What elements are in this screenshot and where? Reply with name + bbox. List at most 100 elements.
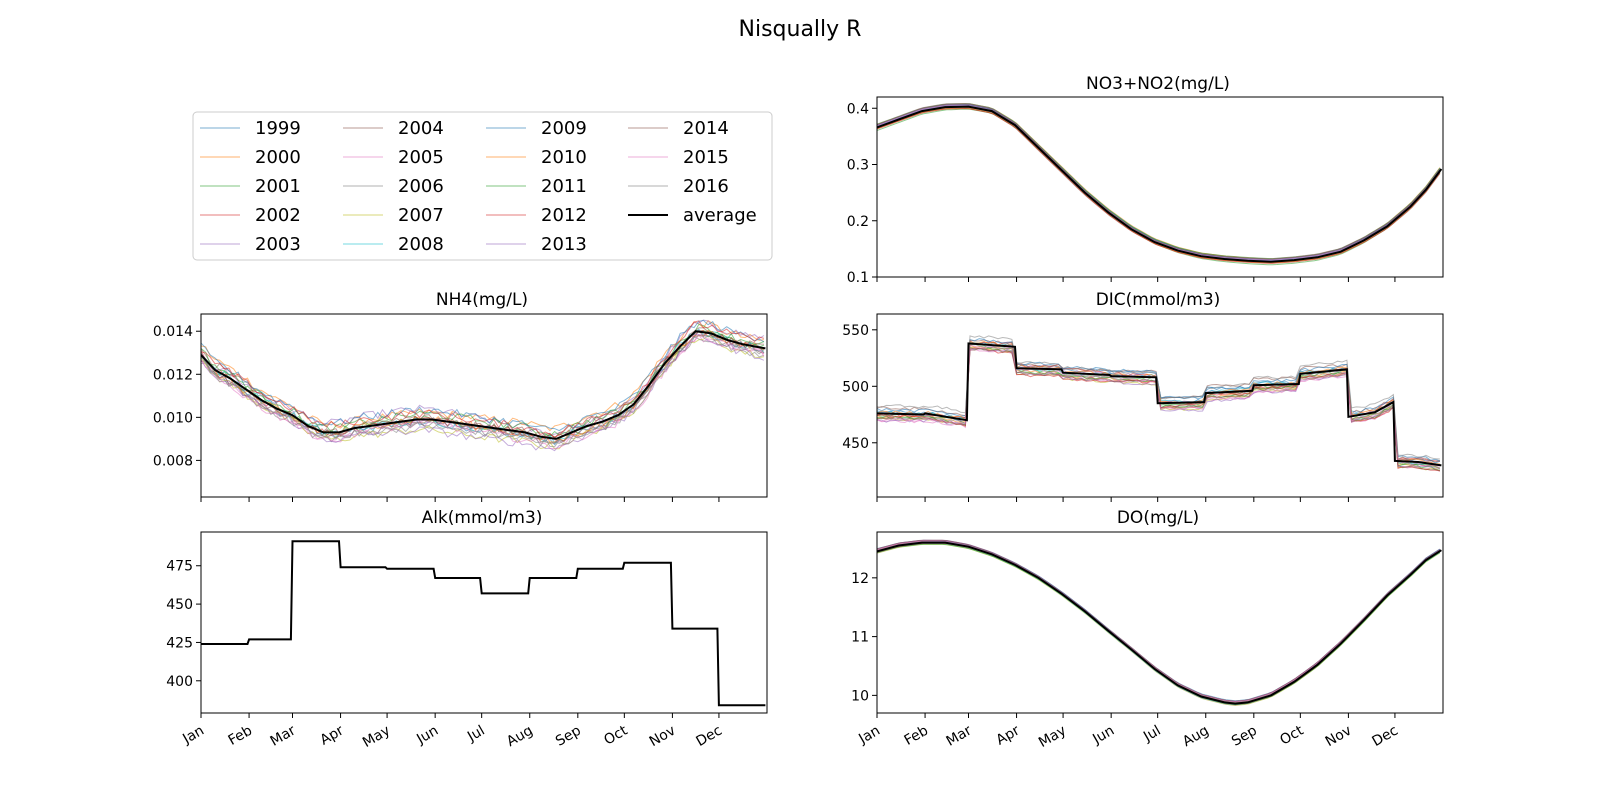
year-line-2005 xyxy=(877,543,1441,706)
year-line-2007 xyxy=(877,543,1441,706)
year-line-2012 xyxy=(877,542,1441,705)
legend-label: average xyxy=(683,205,757,226)
year-lines xyxy=(877,539,1441,706)
year-line-2000 xyxy=(877,542,1441,705)
figure-title: Nisqually R xyxy=(739,17,862,42)
year-line-2015 xyxy=(877,540,1441,703)
average-line xyxy=(877,541,1442,705)
axes-frame xyxy=(200,531,768,714)
y-tick-label: 0.1 xyxy=(847,270,869,286)
year-line-2013 xyxy=(877,347,1441,470)
year-line-2005 xyxy=(877,102,1441,260)
panel-title: DO(mg/L) xyxy=(1117,508,1199,528)
panel-title: Alk(mmol/m3) xyxy=(422,508,543,528)
legend-label: 2004 xyxy=(398,118,444,139)
legend-label: 2014 xyxy=(683,118,729,139)
x-tick-label: Mar xyxy=(944,722,975,749)
year-line-2014 xyxy=(877,103,1441,260)
legend-label: 2016 xyxy=(683,176,729,197)
year-line-2003 xyxy=(877,539,1441,702)
year-line-2001 xyxy=(877,542,1441,704)
legend-label: 2006 xyxy=(398,176,444,197)
year-line-2011 xyxy=(877,103,1441,260)
average-line xyxy=(201,540,766,707)
year-line-2006 xyxy=(877,343,1440,467)
legend-label: 2010 xyxy=(541,147,587,168)
x-tick-label: Sep xyxy=(1229,723,1260,750)
panel-no3-no2: NO3+NO2(mg/L) 0.1 0.2 0.3 0.4 xyxy=(847,74,1444,286)
year-line-2016 xyxy=(201,334,765,448)
year-line-2001 xyxy=(877,343,1441,469)
y-tick-label: 450 xyxy=(166,597,193,613)
year-line-2006 xyxy=(877,539,1441,703)
year-line-2009 xyxy=(877,104,1441,261)
year-line-2004 xyxy=(877,540,1441,703)
y-tick-label: 10 xyxy=(851,688,869,704)
x-tick-label: Nov xyxy=(1323,723,1355,751)
y-tick-label: 450 xyxy=(842,436,869,452)
year-line-2000 xyxy=(877,103,1441,260)
y-tick-label: 0.2 xyxy=(847,214,869,230)
y-tick-label: 12 xyxy=(851,571,869,587)
year-lines xyxy=(877,102,1441,266)
year-line-2011 xyxy=(877,347,1440,471)
y-tick-label: 0.3 xyxy=(847,158,869,174)
year-line-1999 xyxy=(877,539,1441,702)
year-line-2016 xyxy=(877,335,1440,460)
x-tick-label: Oct xyxy=(1277,722,1306,748)
year-line-2015 xyxy=(877,344,1441,468)
average-line xyxy=(201,330,766,440)
year-line-2016 xyxy=(877,106,1441,263)
y-tick-label: 11 xyxy=(851,630,869,646)
y-tick-label: 0.012 xyxy=(153,367,193,383)
x-tick-label: Feb xyxy=(902,723,932,749)
year-line-2012 xyxy=(877,107,1441,264)
legend-label: 2015 xyxy=(683,147,729,168)
year-line-2015 xyxy=(877,105,1441,261)
year-line-2013 xyxy=(877,539,1441,703)
average-line xyxy=(877,342,1442,467)
y-tick-label: 475 xyxy=(166,559,193,575)
y-tick-label: 0.014 xyxy=(153,324,193,340)
x-tick-label: Jan xyxy=(855,723,883,748)
x-tick-label: Aug xyxy=(1180,723,1212,751)
year-line-2008 xyxy=(877,103,1441,260)
year-line-2009 xyxy=(877,540,1441,704)
x-tick-label: Jul xyxy=(464,723,488,746)
legend-label: 2013 xyxy=(541,234,587,255)
x-tick-label: Oct xyxy=(601,722,630,748)
year-line-2002 xyxy=(877,104,1441,260)
axes-frame xyxy=(876,313,1444,498)
year-line-2008 xyxy=(877,543,1441,706)
y-tick-label: 0.4 xyxy=(847,101,869,117)
year-line-2013 xyxy=(877,103,1441,260)
x-tick-label: Jul xyxy=(1140,723,1164,746)
average-line xyxy=(877,105,1443,263)
legend-label: 2002 xyxy=(255,205,301,226)
year-line-2007 xyxy=(201,334,764,450)
year-line-1999 xyxy=(877,104,1441,261)
panel-nh4: NH4(mg/L) 0.008 0.010 0.012 0.014 xyxy=(153,290,768,502)
year-line-2012 xyxy=(201,320,765,438)
year-line-2010 xyxy=(877,106,1441,264)
x-tick-label: Jun xyxy=(1089,723,1117,748)
year-line-2016 xyxy=(877,541,1441,704)
x-tick-label: Aug xyxy=(504,723,536,751)
axes-frame xyxy=(876,96,1444,278)
legend-label: 2012 xyxy=(541,205,587,226)
panel-dic: DIC(mmol/m3) 450 500 550 xyxy=(842,290,1444,502)
x-tick-label: Dec xyxy=(693,723,724,750)
x-tick-label: Jan xyxy=(179,723,207,748)
legend-label: 2007 xyxy=(398,205,444,226)
panel-title: NH4(mg/L) xyxy=(436,290,528,310)
y-tick-label: 400 xyxy=(166,674,193,690)
year-line-2011 xyxy=(877,543,1441,706)
x-tick-label: Apr xyxy=(318,722,347,748)
year-line-2014 xyxy=(877,539,1441,702)
x-tick-label: Feb xyxy=(226,723,256,749)
y-tick-label: 425 xyxy=(166,635,193,651)
year-line-2012 xyxy=(877,347,1440,472)
panel-do: DO(mg/L) 10 11 12 Jan Feb Mar Apr May Jun Jul Aug S… xyxy=(851,508,1444,751)
year-lines xyxy=(201,319,765,452)
